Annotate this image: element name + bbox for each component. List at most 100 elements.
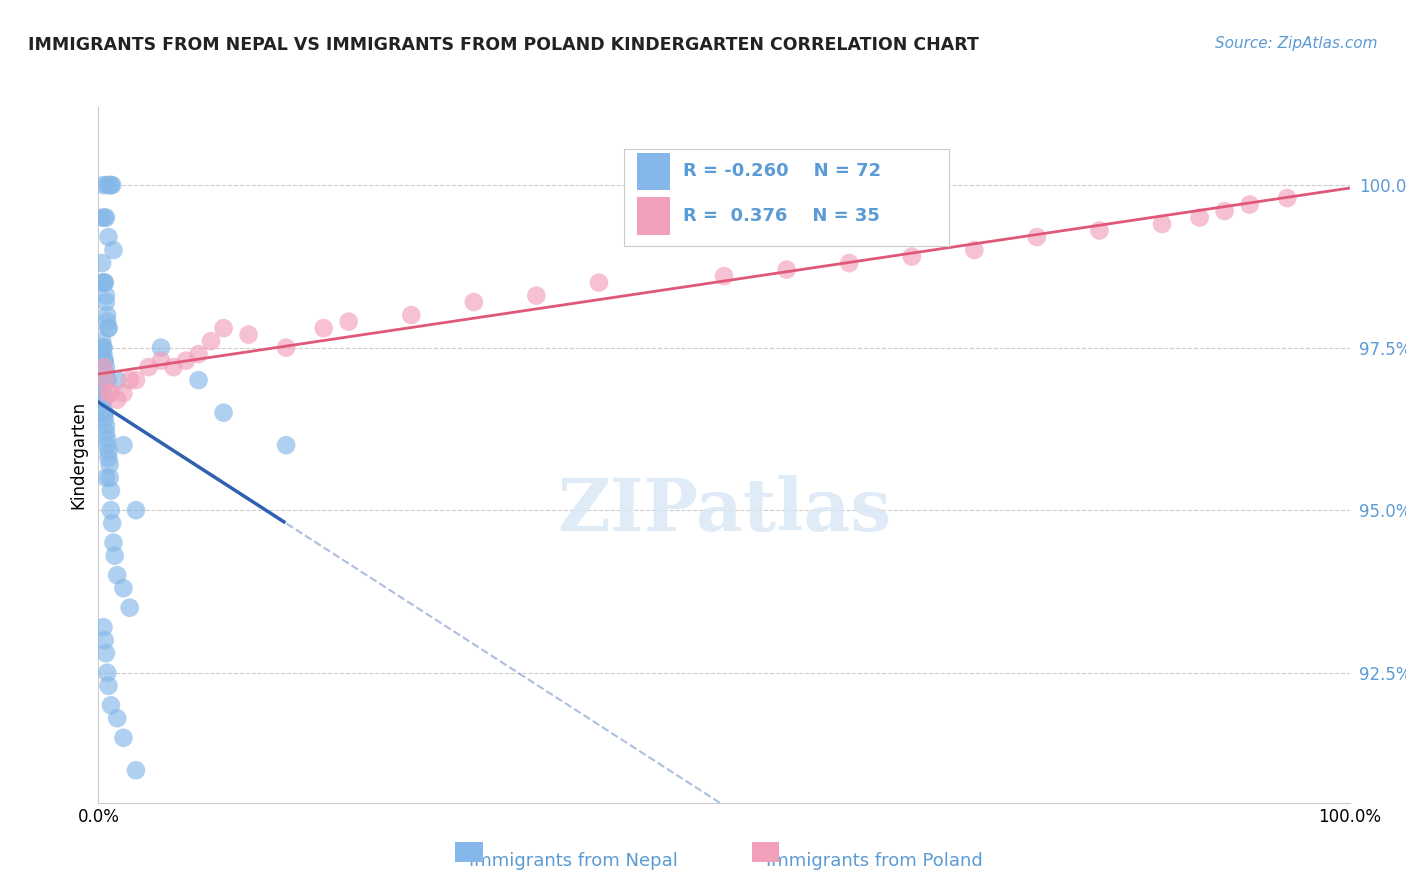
Point: [94, 360, 117, 375]
Point: [105, 373, 128, 387]
Point: [125, 503, 148, 517]
Point: [1026, 230, 1049, 244]
Point: [91, 379, 114, 393]
Point: [463, 295, 485, 310]
Point: [96, 665, 118, 680]
Point: [91, 334, 114, 348]
Point: [91, 276, 114, 290]
Point: [118, 600, 141, 615]
Point: [274, 438, 298, 452]
Point: [105, 711, 128, 725]
Point: [93, 211, 115, 225]
Point: [150, 353, 173, 368]
Point: [274, 341, 298, 355]
Point: [838, 256, 860, 270]
Point: [112, 731, 135, 745]
Point: [93, 276, 115, 290]
Point: [94, 367, 117, 381]
Point: [96, 308, 118, 322]
Point: [93, 276, 115, 290]
Point: [94, 288, 117, 302]
Point: [96, 315, 118, 329]
Point: [91, 341, 114, 355]
Point: [100, 698, 122, 713]
Point: [713, 269, 735, 284]
Point: [112, 581, 135, 595]
Point: [93, 392, 115, 407]
Point: [96, 373, 118, 387]
Text: Source: ZipAtlas.com: Source: ZipAtlas.com: [1215, 36, 1378, 51]
Point: [1239, 197, 1261, 211]
Point: [94, 373, 117, 387]
Point: [101, 178, 124, 192]
Point: [105, 568, 128, 582]
Point: [1088, 224, 1111, 238]
Point: [100, 386, 122, 401]
Point: [103, 535, 125, 549]
Point: [97, 679, 120, 693]
Point: [524, 288, 547, 302]
Point: [96, 178, 118, 192]
Point: [238, 327, 260, 342]
Point: [94, 646, 117, 660]
Point: [93, 353, 115, 368]
Point: [1277, 191, 1299, 205]
Point: [187, 347, 209, 361]
Point: [100, 178, 122, 192]
Point: [101, 516, 124, 531]
FancyBboxPatch shape: [456, 842, 482, 862]
Point: [94, 295, 117, 310]
Point: [97, 321, 120, 335]
Point: [93, 620, 115, 634]
Point: [1213, 204, 1236, 219]
Point: [212, 406, 235, 420]
Point: [96, 438, 118, 452]
Point: [588, 276, 610, 290]
Point: [98, 458, 121, 472]
Text: Immigrants from Nepal: Immigrants from Nepal: [470, 852, 678, 870]
Point: [125, 764, 148, 778]
Point: [91, 211, 114, 225]
Point: [162, 360, 184, 375]
Point: [401, 308, 423, 322]
Y-axis label: Kindergarten: Kindergarten: [69, 401, 87, 509]
Point: [900, 250, 922, 264]
Point: [94, 211, 117, 225]
Point: [125, 373, 148, 387]
Text: IMMIGRANTS FROM NEPAL VS IMMIGRANTS FROM POLAND KINDERGARTEN CORRELATION CHART: IMMIGRANTS FROM NEPAL VS IMMIGRANTS FROM…: [28, 36, 979, 54]
Point: [93, 360, 115, 375]
Point: [104, 549, 127, 563]
Point: [93, 347, 115, 361]
Text: ZIPatlas: ZIPatlas: [557, 475, 891, 546]
Point: [91, 256, 114, 270]
Point: [105, 392, 128, 407]
Point: [93, 392, 115, 407]
Point: [97, 444, 120, 458]
Point: [96, 432, 118, 446]
FancyBboxPatch shape: [752, 842, 779, 862]
Point: [94, 471, 117, 485]
Point: [212, 321, 235, 335]
Point: [93, 406, 115, 420]
Point: [93, 633, 115, 648]
Point: [97, 451, 120, 466]
Point: [93, 341, 115, 355]
Point: [93, 276, 115, 290]
Point: [96, 373, 118, 387]
Point: [112, 386, 135, 401]
Point: [103, 243, 125, 257]
Text: Immigrants from Poland: Immigrants from Poland: [766, 852, 983, 870]
Point: [94, 418, 117, 433]
Point: [97, 321, 120, 335]
Point: [776, 262, 799, 277]
Point: [187, 373, 209, 387]
Point: [312, 321, 335, 335]
Point: [93, 412, 115, 426]
Point: [94, 425, 117, 439]
Point: [200, 334, 222, 348]
Point: [1188, 211, 1211, 225]
Point: [118, 373, 141, 387]
Point: [100, 483, 122, 498]
Point: [963, 243, 986, 257]
Point: [93, 353, 115, 368]
